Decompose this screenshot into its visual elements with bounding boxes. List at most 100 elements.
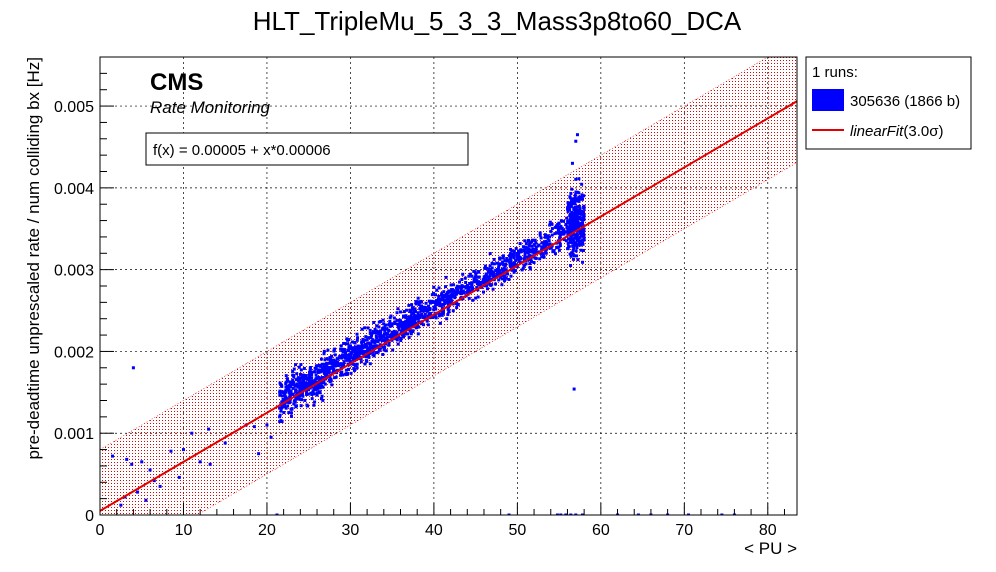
data-point [325, 363, 329, 367]
data-point [285, 400, 289, 404]
data-point [581, 241, 585, 245]
data-point [308, 369, 312, 373]
data-point [575, 254, 579, 258]
data-point [573, 219, 577, 223]
data-point [508, 252, 512, 256]
data-point [169, 449, 173, 453]
data-point [339, 347, 343, 351]
data-point [509, 274, 513, 278]
data-point [449, 289, 453, 293]
data-point [517, 250, 521, 254]
data-point [284, 388, 288, 392]
data-point [568, 218, 572, 222]
data-point [382, 348, 386, 352]
data-point [322, 349, 326, 353]
data-point [353, 363, 357, 367]
data-point [430, 316, 434, 320]
data-point [437, 299, 441, 303]
y-axis-label: pre-deadtime unprescaled rate / num coll… [24, 57, 43, 460]
data-point [501, 270, 505, 274]
data-point [490, 277, 494, 281]
data-point [567, 237, 571, 241]
data-point [432, 300, 436, 304]
data-point [318, 384, 322, 388]
data-point [421, 305, 425, 309]
data-point [314, 377, 318, 381]
data-point [523, 250, 527, 254]
data-point [530, 249, 534, 253]
data-point [512, 270, 516, 274]
data-point [574, 208, 578, 212]
data-point [451, 283, 455, 287]
data-point [575, 235, 579, 239]
data-point [514, 269, 518, 273]
data-point [581, 248, 585, 252]
data-point [488, 264, 492, 268]
data-point [395, 331, 399, 335]
data-point [296, 396, 300, 400]
data-point [446, 296, 450, 300]
data-point [381, 326, 385, 330]
data-point [549, 229, 553, 233]
data-point [487, 267, 491, 271]
data-point [364, 335, 368, 339]
data-point [421, 307, 425, 311]
data-point [288, 401, 292, 405]
data-point [571, 238, 575, 242]
data-point [558, 231, 562, 235]
data-point [407, 303, 411, 307]
data-point [487, 275, 491, 279]
data-point [580, 230, 584, 234]
data-point [477, 270, 481, 274]
data-point [484, 273, 488, 277]
data-point [379, 319, 383, 323]
data-point [581, 210, 585, 214]
data-point [546, 237, 550, 241]
data-point [403, 315, 407, 319]
data-point [459, 295, 463, 299]
data-point [252, 425, 256, 429]
data-point [265, 423, 269, 427]
data-point [463, 276, 467, 280]
data-point [578, 223, 582, 227]
data-point [373, 330, 377, 334]
data-point [298, 393, 302, 397]
data-point [353, 340, 357, 344]
data-point [513, 261, 517, 265]
data-point [503, 274, 507, 278]
data-point [500, 277, 504, 281]
data-point [575, 232, 579, 236]
data-point [290, 381, 294, 385]
data-point [404, 314, 408, 318]
data-point [315, 391, 319, 395]
data-point [482, 290, 486, 294]
fit-band [100, 57, 797, 515]
data-point [291, 383, 295, 387]
data-point [569, 513, 573, 515]
data-point [309, 383, 313, 387]
data-point [307, 379, 311, 383]
data-point [359, 351, 363, 355]
data-point [305, 377, 309, 381]
data-point [278, 406, 282, 410]
data-point [460, 277, 464, 281]
data-point [315, 383, 319, 387]
data-point [427, 299, 431, 303]
data-point [570, 215, 574, 219]
data-point [566, 203, 570, 207]
data-point [576, 209, 580, 213]
data-point [299, 372, 303, 376]
data-point [536, 250, 540, 254]
data-point [452, 289, 456, 293]
data-point [398, 322, 402, 326]
data-point [482, 280, 486, 284]
data-point [521, 245, 525, 249]
data-point [308, 372, 312, 376]
data-point [347, 353, 351, 357]
data-point [396, 342, 400, 346]
data-point [181, 448, 185, 452]
data-point [580, 222, 584, 226]
data-point [305, 392, 309, 396]
data-point [486, 287, 490, 291]
data-point [371, 340, 375, 344]
